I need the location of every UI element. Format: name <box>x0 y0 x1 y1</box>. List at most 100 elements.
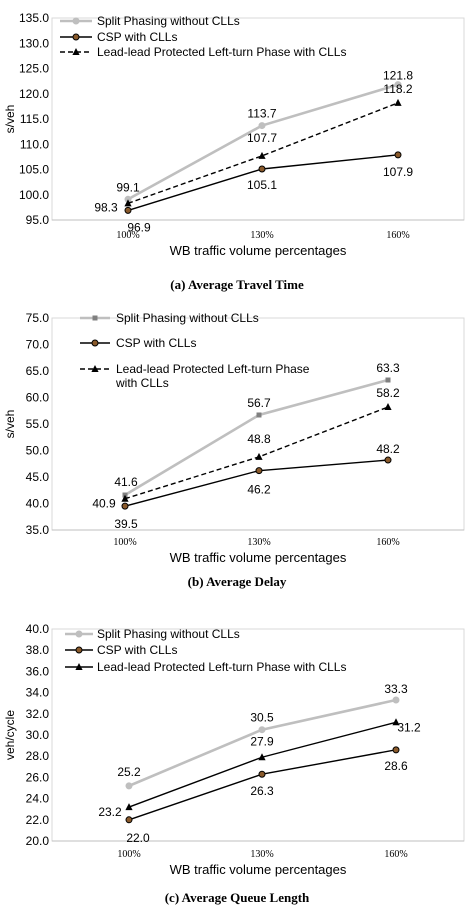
y-tick-label: 70.0 <box>26 338 50 352</box>
data-point <box>392 746 400 754</box>
data-label: 39.5 <box>114 517 138 531</box>
legend-entry: Split Phasing without CLLs <box>60 14 240 28</box>
y-tick-label: 55.0 <box>26 417 50 431</box>
legend-label: Lead-lead Protected Left-turn Phase with… <box>97 660 346 674</box>
x-tick-label: 160% <box>376 537 399 548</box>
legend-entry: Lead-lead Protected Left-turn Phase with … <box>80 362 310 390</box>
y-tick-label: 24.0 <box>26 792 50 806</box>
data-point <box>394 98 402 106</box>
y-tick-label: 65.0 <box>26 364 50 378</box>
data-point <box>121 494 129 502</box>
data-label: 23.2 <box>98 805 122 819</box>
y-tick-label: 125.0 <box>19 62 49 76</box>
y-tick-label: 22.0 <box>26 813 50 827</box>
data-label: 107.9 <box>383 165 413 179</box>
data-label: 48.8 <box>247 432 271 446</box>
data-label: 26.3 <box>250 784 274 798</box>
y-axis-title: s/veh <box>3 105 17 134</box>
legend-entry: Lead-lead Protected Left-turn Phase with… <box>65 660 346 674</box>
data-point <box>124 199 132 207</box>
legend-label: CSP with CLLs <box>97 643 177 657</box>
legend-entry: CSP with CLLs <box>65 643 177 657</box>
data-point <box>258 726 266 734</box>
data-point <box>384 456 392 464</box>
x-tick-label: 130% <box>247 537 270 548</box>
data-label: 41.6 <box>114 475 138 489</box>
data-label: 31.2 <box>397 720 421 734</box>
legend-marker <box>75 663 83 670</box>
data-point <box>258 753 266 761</box>
data-point <box>255 467 263 475</box>
series-2: 96.9 105.1 107.9 <box>124 151 413 234</box>
series-1: 25.2 30.5 33.3 <box>117 682 408 790</box>
data-point <box>125 816 133 824</box>
series-1: 99.1 113.7 121.8 <box>116 69 413 203</box>
data-label: 27.9 <box>250 734 274 748</box>
y-tick-label: 75.0 <box>26 311 50 325</box>
data-point <box>385 377 391 383</box>
legend-label: Lead-lead Protected Left-turn Phase with … <box>115 362 310 390</box>
data-label: 28.6 <box>384 759 408 773</box>
y-tick-label: 38.0 <box>26 643 50 657</box>
legend-label: Split Phasing without CLLs <box>116 311 259 325</box>
y-tick-label: 45.0 <box>26 470 50 484</box>
data-label: 58.2 <box>376 386 400 400</box>
y-tick-label: 60.0 <box>26 391 50 405</box>
legend-marker <box>91 365 99 372</box>
data-point <box>256 412 262 418</box>
x-tick-label: 130% <box>250 849 273 860</box>
panel-caption: (a) Average Travel Time <box>170 277 304 292</box>
legend-label: Split Phasing without CLLs <box>97 627 240 641</box>
y-axis-title: s/veh <box>3 410 17 439</box>
y-tick-label: 115.0 <box>20 112 49 126</box>
data-label: 98.3 <box>94 200 118 214</box>
legend-label: Lead-lead Protected Left-turn Phase with… <box>97 45 346 59</box>
y-tick-label: 28.0 <box>26 749 50 763</box>
y-tick-label: 26.0 <box>26 770 50 784</box>
y-tick-label: 35.0 <box>26 523 50 537</box>
data-label: 22.0 <box>126 831 150 845</box>
y-tick-label: 50.0 <box>26 444 50 458</box>
legend-label: CSP with CLLs <box>97 30 177 44</box>
series-2: 39.5 46.2 48.2 <box>114 442 400 531</box>
data-label: 33.3 <box>384 682 408 696</box>
chart-panel-3: 20.0 22.0 24.0 26.0 28.0 30.0 32.0 34.0 36.0 38.0… <box>3 622 465 905</box>
data-label: 118.2 <box>383 82 412 96</box>
x-tick-label: 160% <box>386 230 409 241</box>
y-tick-label: 20.0 <box>26 834 50 848</box>
legend-label: Split Phasing without CLLs <box>97 14 240 28</box>
data-point <box>125 782 133 790</box>
legend-label: CSP with CLLs <box>116 336 196 350</box>
y-tick-label: 32.0 <box>26 707 50 721</box>
legend-entry: Split Phasing without CLLs <box>65 627 240 641</box>
data-point <box>121 502 129 510</box>
legend-entry: CSP with CLLs <box>80 336 196 350</box>
data-point <box>258 122 266 130</box>
data-label: 48.2 <box>376 442 400 456</box>
data-point <box>255 452 263 460</box>
y-tick-label: 36.0 <box>26 664 50 678</box>
y-axis-title: veh/cycle <box>3 710 17 760</box>
data-point <box>258 770 266 778</box>
y-tick-label: 34.0 <box>26 686 50 700</box>
x-tick-label: 130% <box>250 230 273 241</box>
data-label: 121.8 <box>383 69 413 83</box>
data-point <box>258 151 266 159</box>
data-point <box>125 803 133 811</box>
legend-entry: Split Phasing without CLLs <box>80 311 259 325</box>
y-tick-label: 100.0 <box>19 188 49 202</box>
x-axis-title: WB traffic volume percentages <box>170 243 347 258</box>
chart-panel-2: 35.0 40.0 45.0 50.0 55.0 60.0 65.0 70.0 75.0 100%… <box>3 311 465 589</box>
x-tick-label: 100% <box>113 537 136 548</box>
y-tick-label: 110.0 <box>20 137 49 151</box>
data-label: 56.7 <box>247 396 271 410</box>
data-point <box>392 718 400 726</box>
x-tick-label: 100% <box>117 849 140 860</box>
y-tick-label: 130.0 <box>19 36 49 50</box>
series-3: 40.9 48.8 58.2 <box>92 386 400 511</box>
legend-marker <box>75 646 83 654</box>
legend-entry: CSP with CLLs <box>60 30 177 44</box>
series-3: 98.3 107.7 118.2 <box>94 82 413 214</box>
data-label: 30.5 <box>250 711 274 725</box>
